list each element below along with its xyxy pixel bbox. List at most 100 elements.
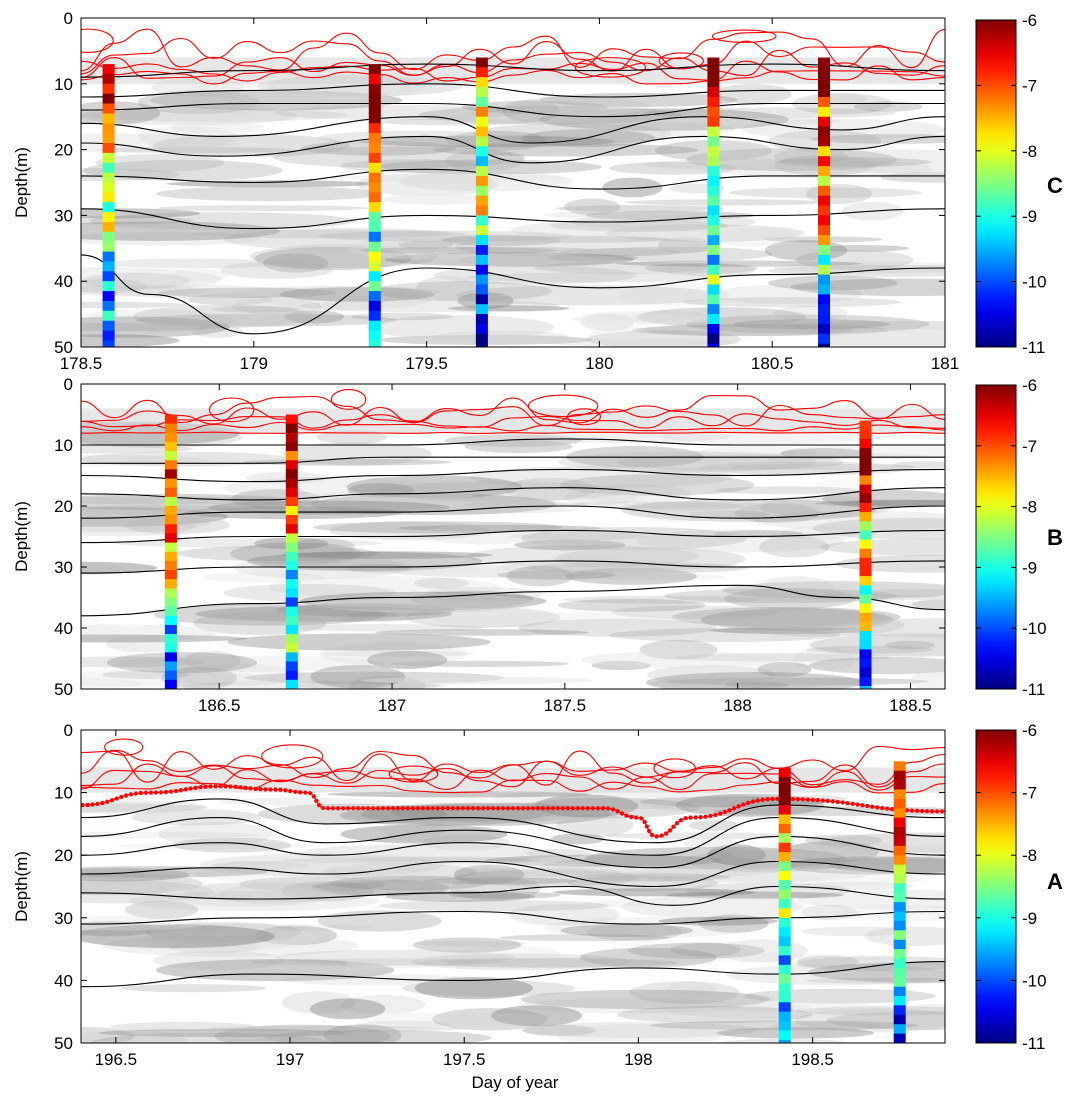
- profile-cell: [778, 992, 791, 1003]
- profile-cell: [859, 585, 872, 595]
- profile-cell: [475, 343, 488, 347]
- red-isoline: [81, 60, 945, 82]
- profile-cell: [164, 615, 177, 626]
- profile-cell: [368, 212, 381, 223]
- red-isoline: [574, 57, 647, 78]
- profile-cell: [778, 946, 791, 956]
- colorbar-tick-label: -6: [1022, 11, 1037, 30]
- profile-cell: [164, 469, 177, 479]
- profile-cell: [102, 93, 115, 104]
- profile-cell: [368, 251, 381, 262]
- profile-cell: [707, 87, 720, 98]
- profile-cell: [859, 530, 872, 540]
- profile-cell: [475, 87, 488, 98]
- black-isoline: [81, 168, 945, 190]
- profile-columns: [778, 761, 906, 1043]
- profile-cell: [102, 271, 115, 282]
- profile-cell: [164, 570, 177, 580]
- profile-cell: [368, 162, 381, 174]
- y-axis-label: Depth(m): [12, 501, 31, 572]
- profile-cell: [778, 936, 791, 947]
- colorbar-tick-label: -8: [1022, 846, 1037, 865]
- profile-cell: [164, 524, 177, 534]
- profile-cell: [164, 542, 177, 553]
- x-tick-label: 196.5: [95, 1050, 138, 1069]
- black-isoline: [81, 438, 945, 446]
- profile-cell: [285, 451, 298, 461]
- profile-cell: [475, 215, 488, 226]
- profile-cell: [778, 1021, 791, 1031]
- profile-cell: [285, 487, 298, 498]
- profile-cell: [778, 964, 791, 975]
- profile-cell: [707, 136, 720, 147]
- red-isoline: [208, 397, 255, 423]
- red-isoline: [261, 744, 324, 769]
- profile-cell: [102, 162, 115, 174]
- profile-cell: [859, 576, 872, 586]
- profile-cell: [707, 235, 720, 246]
- profile-cell: [778, 899, 791, 909]
- profile-cell: [778, 889, 791, 900]
- profile-cell: [778, 823, 791, 834]
- profile-cell: [859, 557, 872, 568]
- x-tick-label: 187: [378, 696, 406, 715]
- profile-cell: [164, 679, 177, 689]
- profile-cell: [285, 496, 298, 507]
- profile-columns: [102, 57, 830, 347]
- profile-cell: [707, 225, 720, 236]
- profile-cell: [368, 73, 381, 85]
- profile-cell: [859, 631, 872, 641]
- red-isoline: [81, 28, 945, 72]
- y-tick-label: 30: [54, 206, 73, 225]
- profile-cell: [859, 502, 872, 513]
- profile-cell: [475, 264, 488, 276]
- profile-cell: [475, 97, 488, 108]
- black-isoline: [81, 208, 945, 230]
- grey-contour-field: [81, 408, 945, 689]
- profile-cell: [285, 533, 298, 543]
- profile-cell: [475, 294, 488, 305]
- profile-cell: [893, 817, 906, 828]
- profile-cell: [893, 789, 906, 800]
- profile-cell: [368, 182, 381, 193]
- profile-cell: [778, 795, 791, 806]
- profile-cell: [818, 274, 830, 285]
- x-tick-label: 197: [276, 1050, 304, 1069]
- profile-cell: [893, 892, 906, 903]
- profile-cell: [778, 908, 791, 919]
- profile-cell: [893, 1033, 906, 1043]
- profile-cell: [102, 182, 115, 193]
- profile-cell: [164, 661, 177, 671]
- profile-cell: [859, 521, 872, 531]
- profile-cell: [778, 870, 791, 881]
- profile-cell: [164, 451, 177, 461]
- profile-cell: [164, 533, 177, 543]
- profile-cell: [164, 597, 177, 607]
- black-isoline: [81, 798, 945, 844]
- profile-cell: [164, 487, 177, 498]
- profile-cell: [285, 423, 298, 434]
- profile-cell: [778, 777, 791, 787]
- x-tick-label: 180: [585, 354, 613, 373]
- profile-cell: [818, 245, 830, 256]
- x-tick-label: 180.5: [751, 354, 794, 373]
- y-tick-label: 40: [54, 272, 73, 291]
- profile-cell: [368, 123, 381, 134]
- profile-cell: [164, 551, 177, 562]
- profile-cell: [285, 551, 298, 562]
- profile-cell: [475, 245, 488, 256]
- profile-cell: [707, 195, 720, 206]
- profile-cell: [164, 606, 177, 617]
- profile-cell: [859, 512, 872, 522]
- profile-cell: [707, 215, 720, 226]
- profile-cell: [707, 146, 720, 157]
- profile-cell: [368, 143, 381, 154]
- black-isoline: [81, 63, 945, 78]
- red-isoline: [81, 69, 945, 85]
- black-isoline: [81, 83, 945, 98]
- x-tick-label: 187.5: [544, 696, 587, 715]
- profile-cell: [475, 304, 488, 315]
- profile-cell: [102, 73, 115, 85]
- profile-cell: [285, 469, 298, 479]
